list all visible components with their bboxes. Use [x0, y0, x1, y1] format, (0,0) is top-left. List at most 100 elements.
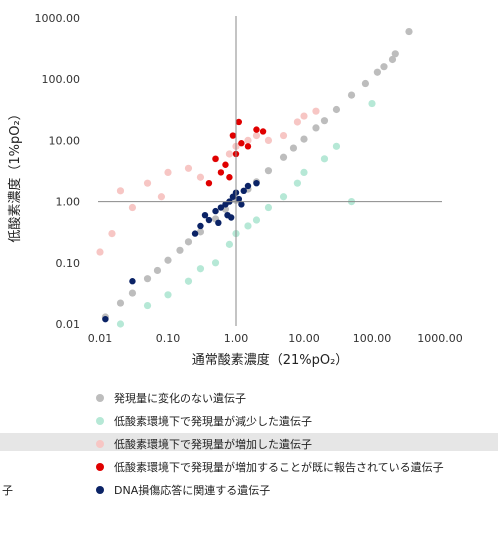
- x-tick-label: 0.10: [156, 332, 181, 345]
- data-point: [196, 173, 205, 181]
- data-point: [116, 299, 125, 307]
- legend-label: 低酸素環境下で発現量が減少した遺伝子: [114, 414, 312, 428]
- data-point: [201, 211, 209, 219]
- data-point: [128, 289, 137, 297]
- data-point: [228, 214, 235, 221]
- data-point: [212, 207, 219, 215]
- y-tick-label: 1.00: [56, 196, 81, 209]
- data-point: [205, 216, 213, 224]
- data-point: [391, 50, 399, 58]
- legend-marker-icon: [96, 462, 104, 471]
- data-point: [129, 278, 136, 285]
- data-point: [264, 136, 273, 144]
- data-point: [279, 131, 288, 140]
- data-point: [279, 193, 288, 201]
- data-point: [96, 248, 104, 256]
- data-point: [184, 164, 193, 172]
- y-tick-labels: 0.01 0.10 1.00 10.00 100.00 1000.00: [35, 12, 81, 331]
- data-point: [252, 131, 261, 140]
- series-3: [205, 118, 267, 187]
- data-point: [226, 174, 233, 181]
- x-tick-label: 1.00: [224, 332, 249, 345]
- data-point: [176, 246, 184, 254]
- data-point: [300, 112, 308, 120]
- data-point: [244, 222, 252, 230]
- data-point: [191, 230, 199, 237]
- data-point: [217, 169, 225, 176]
- y-tick-label: 10.00: [49, 134, 81, 147]
- legend: 発現量に変化のない遺伝子 低酸素環境下で発現量が減少した遺伝子 低酸素環境下で発現量…: [96, 386, 496, 501]
- data-point: [197, 222, 204, 230]
- data-point: [205, 179, 213, 187]
- data-point: [293, 118, 302, 126]
- data-point: [184, 238, 193, 246]
- data-point: [279, 153, 288, 161]
- legend-item: 低酸素環境下で発現量が減少した遺伝子: [96, 409, 496, 432]
- data-point: [240, 187, 247, 195]
- data-point: [252, 216, 261, 224]
- x-axis-title: 通常酸素濃度（21%pO₂）: [192, 352, 349, 368]
- data-point: [212, 155, 219, 163]
- data-point: [289, 144, 298, 152]
- data-point: [320, 155, 329, 163]
- data-point: [143, 179, 152, 187]
- y-axis-title: 低酸素濃度（1%pO₂）: [7, 107, 23, 242]
- data-point: [300, 168, 308, 177]
- data-point: [116, 320, 125, 328]
- x-tick-label: 1000.00: [417, 332, 463, 345]
- data-point: [312, 107, 320, 115]
- legend-label: 低酸素環境下で発現量が増加した遺伝子: [114, 437, 312, 451]
- legend-marker-icon: [96, 416, 104, 425]
- data-point: [244, 182, 252, 190]
- data-point: [347, 91, 356, 99]
- legend-label: DNA損傷応答に関連する遺伝子: [114, 483, 271, 497]
- edge-text: 子: [2, 484, 13, 497]
- data-point: [196, 265, 205, 273]
- data-point: [157, 193, 166, 201]
- legend-item: DNA損傷応答に関連する遺伝子: [96, 478, 496, 501]
- legend-marker-icon: [96, 439, 104, 448]
- data-point: [143, 275, 152, 283]
- data-point: [264, 167, 273, 175]
- y-tick-label: 1000.00: [35, 12, 81, 25]
- series-0: [101, 27, 413, 321]
- legend-highlight-band: [0, 433, 498, 451]
- data-point: [253, 179, 260, 187]
- data-point: [361, 79, 370, 88]
- data-point: [368, 99, 376, 108]
- data-point: [215, 219, 222, 227]
- points-layer: [96, 27, 413, 328]
- data-point: [164, 256, 172, 264]
- data-point: [153, 266, 162, 275]
- data-point: [312, 124, 320, 132]
- data-point: [259, 128, 267, 135]
- legend-label: 低酸素環境下で発現量が増加することが既に報告されている遺伝子: [114, 460, 444, 474]
- data-point: [380, 63, 388, 71]
- data-point: [244, 143, 252, 150]
- data-point: [217, 204, 225, 211]
- x-tick-label: 0.01: [88, 332, 113, 345]
- data-point: [332, 142, 341, 150]
- data-point: [222, 161, 229, 168]
- y-tick-label: 100.00: [42, 73, 81, 86]
- data-point: [164, 291, 172, 299]
- data-point: [373, 68, 381, 76]
- legend-marker-icon: [96, 393, 104, 402]
- legend-marker-icon: [96, 485, 104, 494]
- data-point: [332, 105, 341, 114]
- data-point: [264, 203, 273, 212]
- data-point: [229, 132, 237, 139]
- data-point: [235, 195, 243, 203]
- data-point: [108, 230, 116, 238]
- data-point: [211, 259, 220, 267]
- legend-item: 発現量に変化のない遺伝子: [96, 386, 496, 409]
- data-point: [253, 126, 260, 133]
- data-point: [102, 315, 109, 323]
- y-tick-label: 0.01: [56, 318, 81, 331]
- legend-item: 低酸素環境下で発現量が増加した遺伝子: [96, 432, 496, 455]
- scatter-chart: 0.01 0.10 1.00 10.00 100.00 1000.00 0.01 0.10 1…: [7, 12, 463, 368]
- data-point: [300, 135, 308, 143]
- data-point: [116, 187, 125, 195]
- data-point: [196, 228, 205, 236]
- x-tick-label: 100.00: [353, 332, 392, 345]
